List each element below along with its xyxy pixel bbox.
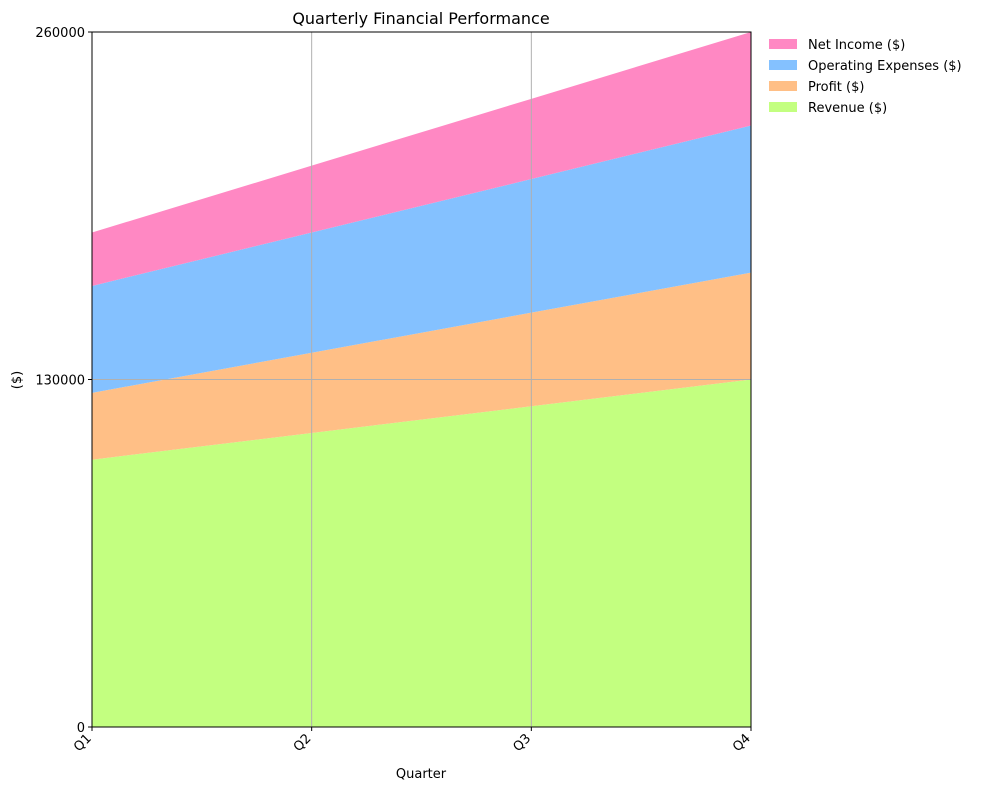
y-tick-label: 260000 bbox=[35, 26, 85, 41]
y-axis-label: ($) bbox=[10, 371, 25, 389]
legend-label-net-income: Net Income ($) bbox=[808, 38, 905, 53]
x-tick-label: Q3 bbox=[510, 731, 534, 755]
x-tick-label: Q1 bbox=[71, 731, 95, 755]
y-tick-label: 0 bbox=[77, 721, 85, 736]
y-tick-label: 130000 bbox=[35, 374, 85, 389]
legend-swatch-profit bbox=[769, 81, 797, 91]
legend-swatch-revenue bbox=[769, 102, 797, 112]
legend-swatch-operating-expenses bbox=[769, 60, 797, 70]
area-net-income bbox=[92, 32, 751, 286]
legend-label-operating-expenses: Operating Expenses ($) bbox=[808, 59, 962, 74]
chart-title: Quarterly Financial Performance bbox=[292, 9, 549, 28]
legend-label-profit: Profit ($) bbox=[808, 80, 864, 95]
area-profit bbox=[92, 272, 751, 460]
x-axis-label: Quarter bbox=[396, 767, 447, 782]
area-series-group bbox=[92, 32, 751, 727]
x-axis-ticks: Q1 Q2 Q3 Q4 bbox=[71, 727, 754, 755]
legend: Net Income ($) Operating Expenses ($) Prof… bbox=[769, 38, 962, 116]
y-axis-ticks: 0 130000 260000 bbox=[35, 26, 92, 736]
legend-label-revenue: Revenue ($) bbox=[808, 101, 887, 116]
area-revenue bbox=[92, 379, 751, 727]
legend-swatch-net-income bbox=[769, 39, 797, 49]
x-tick-label: Q2 bbox=[291, 731, 315, 755]
x-tick-label: Q4 bbox=[730, 731, 754, 755]
area-operating-expenses bbox=[92, 125, 751, 393]
grid-lines bbox=[92, 32, 751, 727]
